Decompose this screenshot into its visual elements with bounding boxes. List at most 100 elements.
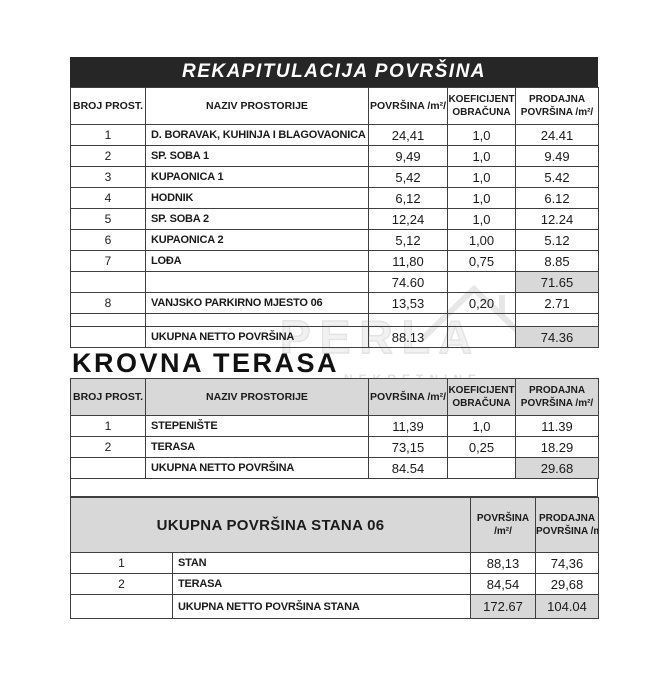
total-povrsina: 84.54 <box>368 457 448 479</box>
col-header-prodajna-line1: PRODAJNA <box>538 512 596 524</box>
cell-povrsina: 6,12 <box>368 187 448 209</box>
cell-koeficijent: 1,0 <box>447 145 516 167</box>
spacer-row <box>70 479 598 497</box>
col-header-koeficijent-line2: OBRAČUNA <box>452 107 511 118</box>
empty-cell <box>447 313 516 327</box>
cell-broj: 2 <box>70 436 146 458</box>
table-row: 1 D. BORAVAK, KUHINJA I BLAGOVAONICA 24,… <box>70 124 599 146</box>
cell-koeficijent: 1,00 <box>447 229 516 251</box>
col-header-koeficijent: KOEFICIJENT OBRAČUNA <box>447 87 516 125</box>
total-povrsina: 88.13 <box>368 326 448 348</box>
col-header-koeficijent-line1: KOEFICIJENT <box>448 93 515 105</box>
cell-koeficijent: 1,0 <box>447 124 516 146</box>
cell-koeficijent: 0,25 <box>447 436 516 458</box>
col-header-koeficijent-line2: OBRAČUNA <box>452 398 511 409</box>
col-header-naziv: NAZIV PROSTORIJE <box>145 87 369 125</box>
krovna-table: BROJ PROST. NAZIV PROSTORIJE POVRŠINA /m… <box>70 378 599 479</box>
cell-koeficijent: 0,75 <box>447 250 516 272</box>
cell-broj: 3 <box>70 166 146 188</box>
cell-prodajna: 5.12 <box>515 229 599 251</box>
col-header-povrsina-line1: POVRŠINA <box>476 512 530 524</box>
cell-broj: 2 <box>70 573 173 595</box>
cell-koeficijent-empty <box>447 457 516 479</box>
cell-koeficijent-empty <box>447 326 516 348</box>
table-row: 4 HODNIK 6,12 1,0 6.12 <box>70 187 599 209</box>
section-heading-krovna-terasa: KROVNA TERASA <box>72 347 340 378</box>
col-header-naziv: NAZIV PROSTORIJE <box>145 378 369 416</box>
cell-broj-empty <box>70 271 146 293</box>
cell-koeficijent: 0,20 <box>447 292 516 314</box>
cell-povrsina: 84,54 <box>470 573 537 595</box>
subtotal-prodajna: 71.65 <box>515 271 599 293</box>
cell-koeficijent: 1,0 <box>447 187 516 209</box>
recap-header-row: BROJ PROST. NAZIV PROSTORIJE POVRŠINA /m… <box>70 87 599 125</box>
col-header-povrsina: POVRŠINA /m²/ <box>470 497 537 553</box>
cell-povrsina: 5,42 <box>368 166 448 188</box>
col-header-prodajna-line2: POVRŠINA /m²/ <box>520 107 594 118</box>
col-header-prodajna-line2: POVRŠINA /m²/ <box>520 398 594 409</box>
cell-naziv: SP. SOBA 1 <box>145 145 369 167</box>
cell-prodajna: 8.85 <box>515 250 599 272</box>
cell-broj: 8 <box>70 292 146 314</box>
col-header-broj: BROJ PROST. <box>70 378 146 416</box>
cell-naziv: TERASA <box>171 573 472 595</box>
table-row: 1 STEPENIŠTE 11,39 1,0 11.39 <box>70 415 599 437</box>
col-header-broj: BROJ PROST. <box>70 87 146 125</box>
area-recap-sheet: REKAPITULACIJA POVRŠINA BROJ PROST. NAZI… <box>69 57 600 619</box>
cell-prodajna: 9.49 <box>515 145 599 167</box>
ukupna-title: UKUPNA POVRŠINA STANA 06 <box>69 497 472 553</box>
ukupna-table: UKUPNA POVRŠINA STANA 06 POVRŠINA /m²/ P… <box>69 497 600 619</box>
col-header-prodajna-line1: PRODAJNA <box>528 384 586 396</box>
cell-broj-empty <box>70 326 146 348</box>
empty-cell <box>145 313 369 327</box>
cell-povrsina: 11,39 <box>368 415 448 437</box>
table-row: 2 TERASA 84,54 29,68 <box>70 573 600 595</box>
total-prodajna: 29.68 <box>515 457 599 479</box>
col-header-prodajna: PRODAJNA POVRŠINA /m²/ <box>535 497 600 553</box>
cell-broj: 4 <box>70 187 146 209</box>
cell-broj-empty <box>70 457 146 479</box>
total-label: UKUPNA NETTO POVRŠINA <box>145 457 369 479</box>
total-prodajna: 104.04 <box>535 594 600 619</box>
total-povrsina: 172.67 <box>470 594 537 619</box>
cell-naziv: VANJSKO PARKIRNO MJESTO 06 <box>145 292 369 314</box>
cell-koeficijent: 1,0 <box>447 166 516 188</box>
col-header-povrsina: POVRŠINA /m²/ <box>368 87 448 125</box>
col-header-prodajna-line1: PRODAJNA <box>528 93 586 105</box>
cell-prodajna: 24.41 <box>515 124 599 146</box>
recap-title-banner: REKAPITULACIJA POVRŠINA <box>70 57 598 87</box>
krovna-header-row: BROJ PROST. NAZIV PROSTORIJE POVRŠINA /m… <box>70 378 599 416</box>
cell-broj: 6 <box>70 229 146 251</box>
cell-naziv: KUPAONICA 2 <box>145 229 369 251</box>
cell-povrsina: 11,80 <box>368 250 448 272</box>
empty-cell <box>368 313 448 327</box>
total-row: UKUPNA NETTO POVRŠINA STANA 172.67 104.0… <box>70 594 600 619</box>
total-label: UKUPNA NETTO POVRŠINA STANA <box>171 594 472 619</box>
ukupna-header-row: UKUPNA POVRŠINA STANA 06 POVRŠINA /m²/ P… <box>69 497 600 553</box>
cell-prodajna: 74,36 <box>535 552 600 574</box>
col-header-povrsina: POVRŠINA /m²/ <box>368 378 448 416</box>
cell-prodajna: 11.39 <box>515 415 599 437</box>
table-row: 5 SP. SOBA 2 12,24 1,0 12.24 <box>70 208 599 230</box>
cell-naziv: HODNIK <box>145 187 369 209</box>
empty-cell <box>70 313 146 327</box>
cell-broj: 1 <box>70 124 146 146</box>
cell-povrsina: 73,15 <box>368 436 448 458</box>
empty-cell <box>515 313 599 327</box>
recap-title: REKAPITULACIJA POVRŠINA <box>181 61 487 82</box>
cell-povrsina: 13,53 <box>368 292 448 314</box>
table-row: 1 STAN 88,13 74,36 <box>70 552 600 574</box>
col-header-prodajna: PRODAJNA POVRŠINA /m²/ <box>515 87 599 125</box>
total-row: UKUPNA NETTO POVRŠINA 84.54 29.68 <box>70 457 599 479</box>
cell-naziv: TERASA <box>145 436 369 458</box>
col-header-koeficijent-line1: KOEFICIJENT <box>448 384 515 396</box>
col-header-prodajna-line2: POVRŠINA /m²/ <box>536 526 598 537</box>
cell-broj: 7 <box>70 250 146 272</box>
cell-naziv: KUPAONICA 1 <box>145 166 369 188</box>
table-row: 7 LOĐA 11,80 0,75 8.85 <box>70 250 599 272</box>
cell-broj: 1 <box>70 552 173 574</box>
cell-koeficijent-empty <box>447 271 516 293</box>
cell-prodajna: 6.12 <box>515 187 599 209</box>
cell-povrsina: 9,49 <box>368 145 448 167</box>
col-header-koeficijent: KOEFICIJENT OBRAČUNA <box>447 378 516 416</box>
